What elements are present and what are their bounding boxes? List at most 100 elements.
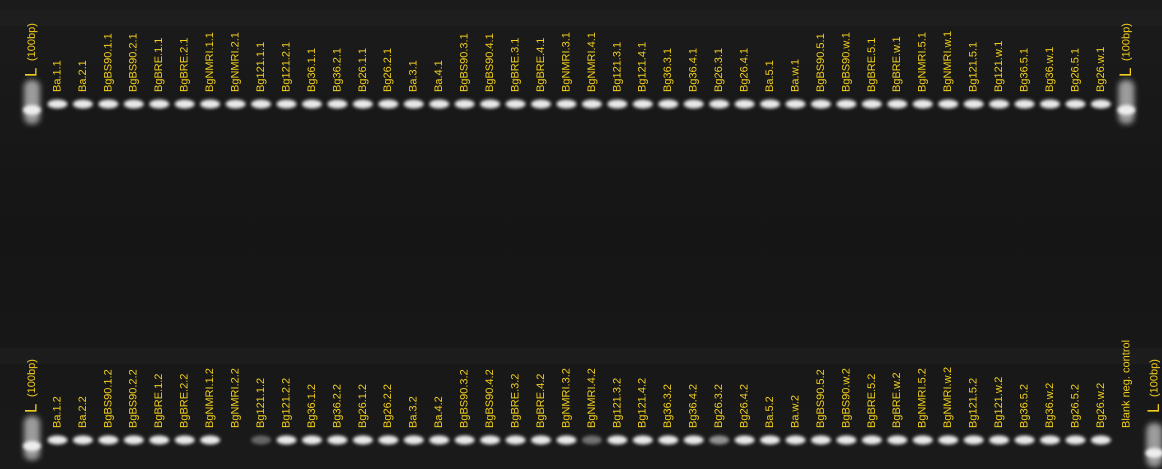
band — [836, 99, 857, 109]
lane-label: Bg26.3.2 — [713, 384, 725, 428]
band — [810, 435, 831, 445]
lane-label: Ba.w.2 — [789, 395, 801, 428]
lane-label: Bg26.4.1 — [739, 48, 751, 92]
lane-label: Bg121.3.2 — [611, 378, 623, 428]
lane-label: Bg26.1.2 — [357, 384, 369, 428]
band — [123, 435, 144, 445]
lane-label: Bg26.1.1 — [357, 48, 369, 92]
lane-label: Bg26.4.2 — [739, 384, 751, 428]
band — [505, 435, 526, 445]
lane-label: BgBS90.w.2 — [840, 368, 852, 428]
band — [632, 99, 653, 109]
band — [352, 99, 373, 109]
band — [378, 99, 399, 109]
band — [1014, 435, 1035, 445]
ladder-band — [1117, 105, 1136, 115]
lane-label: BgBS90.5.1 — [815, 33, 827, 92]
lane-label: Bg36.1.1 — [306, 48, 318, 92]
band — [480, 435, 501, 445]
lane-label: Ba.1.2 — [51, 396, 63, 428]
lane-label: Ba.1.1 — [51, 60, 63, 92]
band — [785, 99, 806, 109]
band — [200, 435, 221, 445]
lane-label: BgBRE.1.2 — [153, 374, 165, 428]
band — [149, 435, 170, 445]
band — [98, 99, 119, 109]
band — [327, 435, 348, 445]
ladder-letter: L — [1144, 404, 1162, 413]
lane-label: Bg36.3.1 — [662, 48, 674, 92]
lane-label: BgBRE.4.1 — [535, 38, 547, 92]
ladder-letter: L — [21, 404, 40, 413]
lane-label: BgBS90.3.1 — [459, 33, 471, 92]
lane-label: BgBS90.2.1 — [128, 33, 140, 92]
band — [861, 435, 882, 445]
band — [174, 99, 195, 109]
well-row — [0, 348, 1162, 364]
lane-label: Bg36.2.1 — [331, 48, 343, 92]
lane-label: Ba.5.2 — [764, 396, 776, 428]
band — [47, 99, 68, 109]
band — [581, 99, 602, 109]
lane-label: Bg121.1.1 — [255, 42, 267, 92]
band — [301, 435, 322, 445]
band — [1040, 435, 1060, 445]
band — [836, 435, 857, 445]
lane-label: BgBS90.4.1 — [484, 33, 496, 92]
band — [734, 435, 755, 445]
band — [810, 99, 831, 109]
band — [327, 99, 348, 109]
lane-label: BgNMRI.2.2 — [230, 368, 242, 428]
band — [352, 435, 373, 445]
ladder-letter: L — [21, 68, 40, 77]
band — [861, 99, 882, 109]
lane-label: Bg36.2.2 — [331, 384, 343, 428]
lane-label: Ba.4.2 — [433, 396, 445, 428]
ladder-band — [23, 441, 41, 451]
band — [760, 435, 781, 445]
lane-label: BgBRE.5.2 — [866, 374, 878, 428]
lane-label: Bg121.4.2 — [637, 378, 649, 428]
lane-label: Bg36.4.2 — [688, 384, 700, 428]
lane-label: Bg36.5.2 — [1018, 384, 1030, 428]
lane-label: BgBS90.4.2 — [484, 369, 496, 428]
lane-label: Bg121.5.2 — [968, 378, 980, 428]
lane-label: BgBRE.3.2 — [509, 374, 521, 428]
band — [225, 99, 246, 109]
lane-label: Bg121.2.2 — [280, 378, 292, 428]
band — [607, 99, 628, 109]
lane-label: Bg36.w.1 — [1044, 47, 1056, 92]
lane-label: (100bp) — [1120, 23, 1132, 61]
band — [607, 435, 628, 445]
lane-label: BgNMRI.2.1 — [230, 32, 242, 92]
band — [429, 99, 450, 109]
band — [1090, 435, 1111, 445]
band — [785, 435, 806, 445]
lane-label: BgBRE.3.1 — [509, 38, 521, 92]
lane-label: Bg121.2.1 — [280, 42, 292, 92]
lane-label: BgNMRI.5.1 — [917, 32, 929, 92]
band — [683, 435, 704, 445]
band — [276, 435, 297, 445]
ladder-smear — [24, 416, 40, 460]
lane-label: Ba.2.1 — [77, 60, 89, 92]
band — [429, 435, 450, 445]
lane-label: Bg36.4.1 — [688, 48, 700, 92]
lane-label: BgBS90.2.2 — [128, 369, 140, 428]
lane-label: Bg36.1.2 — [306, 384, 318, 428]
band — [72, 99, 93, 109]
lane-label: Bg26.w.1 — [1095, 47, 1107, 92]
band — [556, 435, 577, 445]
lane-label: BgNMRI.3.2 — [560, 368, 572, 428]
lane-label: BgBRE.2.2 — [179, 374, 191, 428]
band — [989, 435, 1010, 445]
band — [581, 435, 602, 445]
lane-label: BgBRE.5.1 — [866, 38, 878, 92]
lane-label: BgBRE.4.2 — [535, 374, 547, 428]
lane-label: Bg121.4.1 — [637, 42, 649, 92]
band — [989, 99, 1010, 109]
band — [912, 99, 933, 109]
band — [658, 99, 679, 109]
lane-label: BgBS90.5.2 — [815, 369, 827, 428]
well-row — [0, 10, 1162, 26]
